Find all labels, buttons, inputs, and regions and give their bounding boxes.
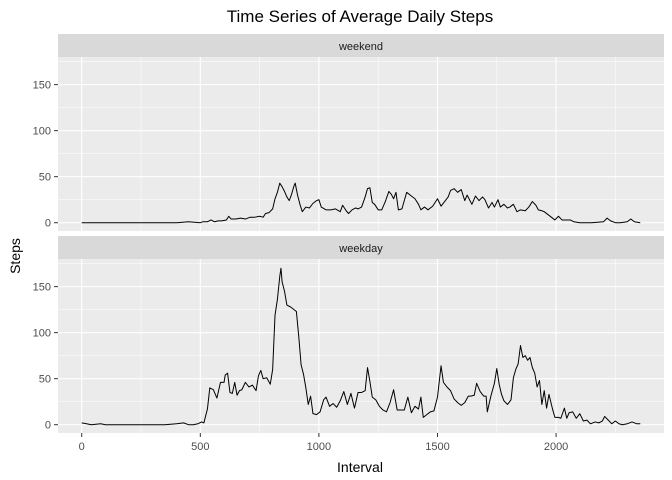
panel-background [58,57,664,231]
y-axis-title: Steps [7,238,23,274]
facet-strip [58,236,664,259]
series-line-weekday [81,267,641,426]
x-tick-label: 1000 [307,441,331,453]
panel-background [58,259,664,433]
x-tick-label: 0 [79,441,85,453]
y-tick-label: 50 [39,172,51,184]
panel-weekend: weekend 0 50 100 150 [33,34,664,231]
y-tick-label: 150 [33,282,51,294]
facet-strip [58,34,664,57]
y-tick-label: 50 [39,374,51,386]
x-axis: 0 500 1000 1500 2000 [79,433,568,453]
x-tick-label: 1500 [425,441,449,453]
facet-strip-label: weekday [338,243,383,255]
series-line-weekend [81,182,641,224]
y-tick-label: 100 [33,328,51,340]
panel-weekday: weekday 0 50 100 150 [33,236,664,433]
y-tick-label: 150 [33,80,51,92]
y-tick-label: 0 [45,420,51,432]
chart-title: Time Series of Average Daily Steps [227,7,493,26]
y-tick-label: 100 [33,126,51,138]
x-axis-title: Interval [337,459,383,475]
y-tick-label: 0 [45,218,51,230]
facet-strip-label: weekend [338,41,383,53]
x-tick-label: 2000 [544,441,568,453]
x-tick-label: 500 [191,441,209,453]
